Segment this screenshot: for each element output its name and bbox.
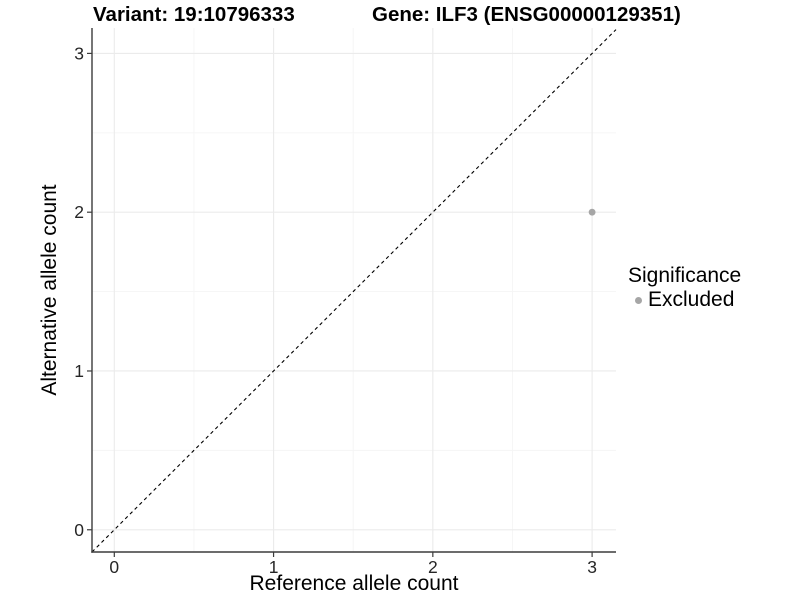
y-tick-label: 2: [74, 202, 84, 222]
excluded-point-icon: [634, 296, 642, 304]
y-axis-title: Alternative allele count: [38, 184, 61, 396]
legend-title: Significance: [628, 264, 742, 287]
legend: Significance Excluded: [628, 264, 741, 311]
y-tick-label: 3: [74, 43, 84, 63]
x-tick-label: 2: [428, 557, 438, 577]
gene-title: Gene: ILF3 (ENSG00000129351): [372, 3, 681, 26]
identity-line: [91, 29, 617, 553]
y-tick-label: 0: [74, 520, 84, 540]
x-tick-label: 0: [109, 557, 119, 577]
x-tick-label: 3: [587, 557, 597, 577]
variant-title: Variant: 19:10796333: [93, 3, 295, 26]
x-tick-label: 1: [269, 557, 279, 577]
y-tick-label: 1: [74, 361, 84, 381]
legend-item-excluded: Excluded: [628, 288, 741, 311]
legend-item-label: Excluded: [648, 288, 735, 311]
x-axis-title: Reference allele count: [249, 572, 459, 595]
data-point: [588, 208, 596, 216]
